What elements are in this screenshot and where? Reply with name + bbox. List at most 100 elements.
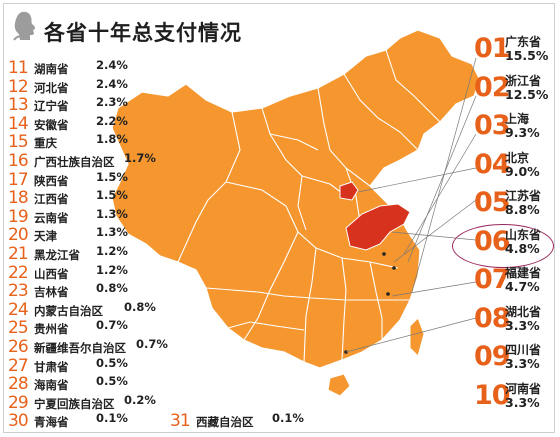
ranking-pct: 1.5% bbox=[96, 169, 128, 184]
figure-frame bbox=[3, 3, 555, 433]
top-ten-name: 北京 bbox=[505, 150, 530, 165]
ranking-pct: 2.2% bbox=[96, 113, 128, 128]
top-ten-row: 05 江苏省 8.8% bbox=[474, 184, 558, 222]
top-ten-rank: 02 bbox=[474, 71, 511, 103]
ranking-name: 辽宁省 bbox=[34, 99, 69, 114]
ranking-pct: 0.7% bbox=[136, 337, 168, 351]
ranking-rank: 28 bbox=[8, 374, 29, 395]
ranking-row: 15 重庆 1.8% bbox=[8, 132, 158, 152]
top-ten-name: 湖北省 bbox=[505, 304, 542, 319]
ranking-row: 12 河北省 2.4% bbox=[8, 77, 158, 97]
ranking-name: 吉林省 bbox=[34, 285, 69, 300]
top-ten-name: 浙江省 bbox=[505, 73, 542, 88]
ranking-name: 安徽省 bbox=[34, 117, 69, 132]
top-ten-row: 09 四川省 3.3% bbox=[474, 338, 558, 376]
top-ten-rank: 03 bbox=[474, 110, 511, 141]
ranking-row: 19 云南省 1.3% bbox=[8, 207, 158, 227]
ranking-row: 18 江西省 1.5% bbox=[8, 188, 158, 208]
ranking-rank: 12 bbox=[8, 76, 29, 97]
hainan-island bbox=[327, 373, 351, 397]
ranking-row: 24 内蒙古自治区 0.8% bbox=[8, 300, 158, 320]
ranking-rank: 21 bbox=[8, 244, 29, 264]
ranking-pct: 0.2% bbox=[124, 392, 156, 407]
ranking-pct: 1.2% bbox=[96, 244, 128, 258]
top-ten-row: 06 山东省 4.8% bbox=[474, 223, 558, 261]
ranking-rank: 29 bbox=[8, 392, 29, 413]
ranking-name: 重庆 bbox=[34, 136, 57, 151]
ranking-rank: 31 bbox=[170, 411, 191, 432]
ranking-pct: 1.3% bbox=[96, 225, 128, 240]
top-ten-row: 04 北京 9.0% bbox=[474, 146, 558, 184]
ranking-pct: 2.4% bbox=[96, 58, 128, 72]
top-ten-pct: 8.8% bbox=[505, 202, 540, 217]
ranking-row: 29 宁夏回族自治区 0.2% bbox=[8, 393, 158, 413]
ranking-pct: 0.5% bbox=[96, 355, 128, 370]
ranking-name: 海南省 bbox=[34, 378, 69, 393]
ranking-rank: 20 bbox=[8, 225, 29, 246]
top-ten-rank: 08 bbox=[474, 302, 511, 334]
ranking-rank: 16 bbox=[8, 151, 29, 171]
shandong-region bbox=[345, 203, 411, 251]
ranking-pct: 0.1% bbox=[272, 411, 304, 426]
top-ten-row: 03 上海 9.3% bbox=[474, 107, 558, 145]
highlight-ring bbox=[452, 224, 554, 268]
top-ten-name: 广东省 bbox=[505, 35, 542, 49]
city-marker bbox=[382, 252, 386, 256]
top-ten-rank: 04 bbox=[474, 148, 511, 180]
top-ten-name: 江苏省 bbox=[505, 189, 542, 203]
ranking-rank: 22 bbox=[8, 262, 29, 283]
top-ten-pct: 3.3% bbox=[505, 356, 540, 371]
ranking-row: 27 甘肃省 0.5% bbox=[8, 356, 158, 376]
page-title: 各省十年总支付情况 bbox=[44, 21, 242, 45]
beijing-region bbox=[339, 181, 359, 201]
ranking-rank: 26 bbox=[8, 337, 29, 357]
ranking-name: 甘肃省 bbox=[34, 359, 69, 374]
top-ten-row: 02 浙江省 12.5% bbox=[474, 69, 558, 107]
ranking-pct: 1.7% bbox=[124, 151, 156, 165]
ranking-pct: 2.3% bbox=[96, 95, 128, 110]
ranking-name: 云南省 bbox=[34, 210, 69, 225]
ranking-pct: 0.5% bbox=[96, 374, 128, 389]
ranking-name: 西藏自治区 bbox=[196, 415, 254, 430]
ranking-pct: 2.4% bbox=[96, 76, 128, 91]
ranking-rank: 30 bbox=[8, 411, 29, 432]
ranking-name: 广西壮族自治区 bbox=[34, 155, 115, 169]
top-ten-name: 河南省 bbox=[505, 381, 542, 396]
top-ten-name: 四川省 bbox=[505, 343, 542, 357]
top-ten-pct: 3.3% bbox=[505, 394, 540, 410]
ranking-row: 28 海南省 0.5% bbox=[8, 374, 158, 394]
ranking-rank: 17 bbox=[8, 169, 29, 190]
ranking-rank: 19 bbox=[8, 206, 29, 227]
province-borders bbox=[177, 49, 441, 363]
ranking-name: 河北省 bbox=[34, 80, 69, 95]
top-ten-name: 上海 bbox=[505, 112, 530, 126]
top-ten-name: 山东省 bbox=[505, 227, 542, 242]
ranking-name: 黑龙江省 bbox=[34, 248, 80, 262]
mainland-region bbox=[111, 29, 481, 369]
ranking-name: 天津 bbox=[34, 229, 57, 244]
ranking-row: 17 陕西省 1.5% bbox=[8, 170, 158, 190]
ranking-row: 20 天津 1.3% bbox=[8, 225, 158, 245]
ranking-name: 新疆维吾尔自治区 bbox=[34, 341, 126, 355]
ranking-pct: 1.5% bbox=[96, 188, 128, 203]
top-ten-pct: 9.3% bbox=[505, 125, 540, 140]
china-map-body bbox=[111, 29, 481, 397]
ranking-row: 21 黑龙江省 1.2% bbox=[8, 244, 158, 264]
top-ten-row: 10 河南省 3.3% bbox=[474, 377, 558, 415]
city-marker bbox=[392, 266, 396, 270]
top-ten-pct: 12.5% bbox=[505, 86, 549, 102]
ranking-pct: 1.2% bbox=[96, 262, 128, 277]
ranking-pct: 1.8% bbox=[96, 132, 128, 147]
ranking-name: 陕西省 bbox=[34, 173, 69, 188]
ranking-row: 31 西藏自治区 0.1% bbox=[170, 411, 304, 432]
top-ten-rank: 01 bbox=[474, 33, 511, 64]
ranking-name: 江西省 bbox=[34, 192, 69, 207]
ranking-rank: 15 bbox=[8, 132, 29, 153]
ranking-row: 16 广西壮族自治区 1.7% bbox=[8, 151, 158, 171]
ranking-name: 山西省 bbox=[34, 266, 69, 281]
top-ten-row: 08 湖北省 3.3% bbox=[474, 300, 558, 338]
top-ten-rank: 07 bbox=[474, 264, 511, 295]
top-ten-rank: 05 bbox=[474, 187, 511, 218]
ranking-row: 14 安徽省 2.2% bbox=[8, 114, 158, 134]
